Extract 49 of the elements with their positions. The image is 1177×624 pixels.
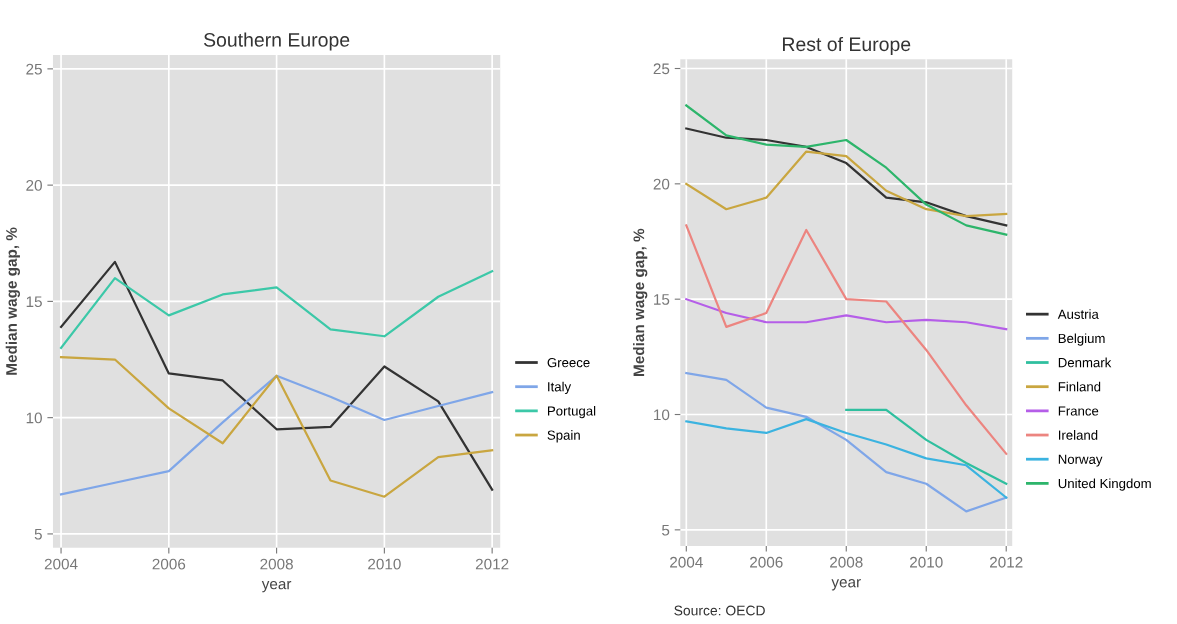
line-series xyxy=(685,224,1008,455)
y-tick-label: 20 xyxy=(653,178,670,190)
legend-label: Spain xyxy=(547,430,580,443)
x-axis-title: year xyxy=(261,580,292,593)
legend-label: Italy xyxy=(548,381,572,395)
line-series xyxy=(685,104,1008,236)
y-tick-label: 10 xyxy=(654,409,670,421)
legend-label: Norway xyxy=(1058,454,1103,467)
y-tick-label: 20 xyxy=(26,180,42,191)
x-tick-label: 2004 xyxy=(44,558,78,570)
source-note: Source: OECD xyxy=(674,605,765,616)
y-tick-label: 15 xyxy=(26,296,42,308)
line-series xyxy=(685,371,1008,513)
line-series xyxy=(685,150,1008,218)
x-tick-label: 2004 xyxy=(670,556,703,568)
x-tick-label: 2006 xyxy=(152,558,186,570)
y-tick-label: 25 xyxy=(26,63,42,75)
legend-label: Austria xyxy=(1057,309,1099,319)
x-tick-label: 2006 xyxy=(750,556,783,568)
x-tick-label: 2012 xyxy=(475,558,509,570)
chart-title: Rest of Europe xyxy=(783,36,911,55)
legend-label: Denmark xyxy=(1058,357,1112,368)
legend-label: Belgium xyxy=(1058,333,1105,346)
line-series xyxy=(59,260,494,491)
line-series xyxy=(59,270,494,350)
legend-label: United Kingdom xyxy=(1058,478,1151,491)
line-series xyxy=(845,408,1008,485)
x-tick-label: 2008 xyxy=(830,556,863,568)
line-series xyxy=(685,298,1008,331)
legend-label: Greece xyxy=(547,357,590,368)
legend-label: Ireland xyxy=(1058,430,1098,440)
x-tick-label: 2010 xyxy=(910,556,943,568)
y-tick-label: 25 xyxy=(653,63,670,75)
y-tick-label: 5 xyxy=(34,528,42,540)
x-tick-label: 2010 xyxy=(368,558,401,570)
x-tick-label: 2012 xyxy=(990,556,1023,568)
line-series xyxy=(685,418,1008,499)
legend-label: Portugal xyxy=(548,405,596,419)
x-axis-title: year xyxy=(831,579,861,591)
line-series xyxy=(685,127,1008,227)
y-tick-label: 15 xyxy=(654,294,670,305)
chart-title: Southern Europe xyxy=(203,32,350,51)
legend-label: Finland xyxy=(1058,381,1101,392)
y-axis-title: Median wage gap, % xyxy=(5,227,20,375)
legend-label: France xyxy=(1058,406,1099,416)
y-axis-title: Median wage gap, % xyxy=(633,228,648,376)
x-tick-label: 2008 xyxy=(260,558,293,570)
y-tick-label: 5 xyxy=(662,524,670,536)
y-tick-label: 10 xyxy=(26,412,42,424)
